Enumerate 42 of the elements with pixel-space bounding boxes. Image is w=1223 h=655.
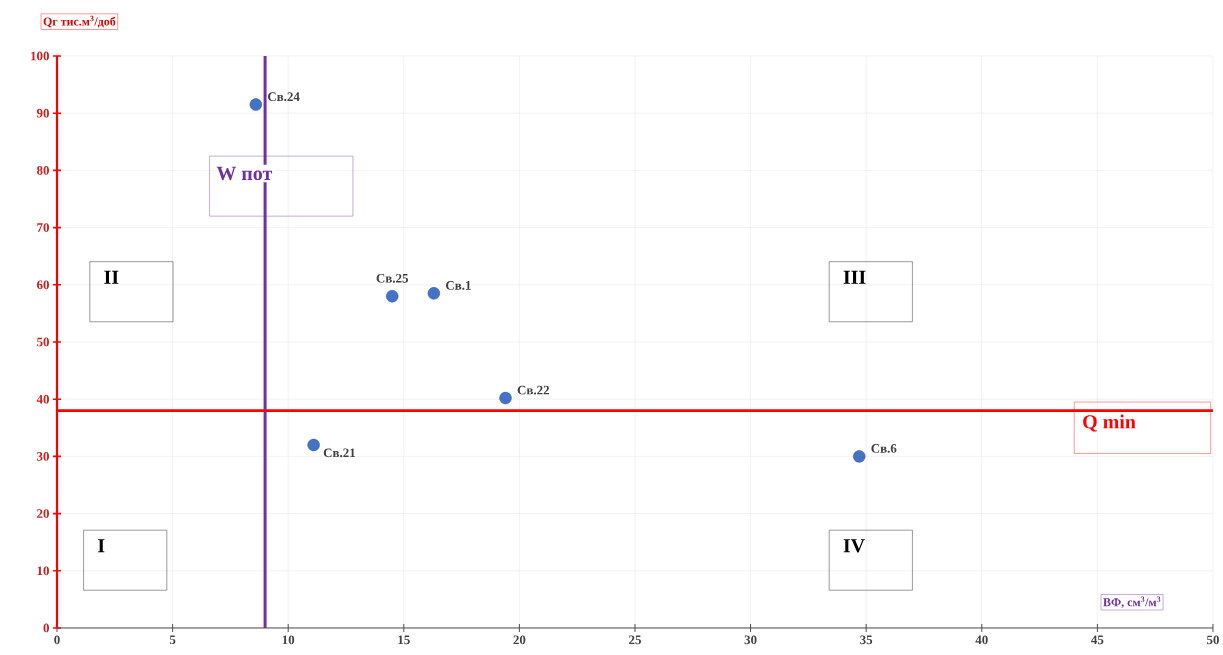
annotation: III bbox=[843, 270, 866, 284]
y-tick-label: 60 bbox=[36, 280, 49, 290]
x-tick-label: 10 bbox=[282, 635, 295, 645]
y-tick-label: 50 bbox=[37, 337, 49, 347]
x-tick-label: 40 bbox=[975, 635, 988, 645]
x-axis-title: ВФ, см$^{3}$/м$^{3}$ bbox=[1103, 596, 1161, 608]
y-tick-label: 20 bbox=[37, 509, 49, 518]
point bbox=[249, 98, 263, 111]
ref-line-label: W пот bbox=[216, 166, 273, 181]
point bbox=[853, 450, 866, 463]
x-tick-label: 0 bbox=[54, 635, 60, 645]
annotation: II bbox=[104, 270, 119, 284]
y-tick-label: 10 bbox=[37, 566, 49, 576]
annotation: Св.24 bbox=[267, 92, 300, 102]
x-tick-label: 35 bbox=[860, 635, 873, 645]
y-tick-label: 90 bbox=[36, 108, 49, 118]
y-tick-label: 100 bbox=[31, 51, 49, 61]
ref-line-label: Q min bbox=[1083, 414, 1136, 432]
x-tick-label: 45 bbox=[1091, 635, 1104, 645]
annotation: Св.22 bbox=[517, 385, 550, 395]
annotation: IV bbox=[843, 539, 865, 553]
x-tick-label: 15 bbox=[398, 635, 410, 645]
x-tick-label: 50 bbox=[1207, 635, 1219, 645]
x-tick-label: 30 bbox=[744, 635, 757, 645]
y-tick-label: 0 bbox=[43, 623, 49, 633]
annotation: Св.25 bbox=[376, 273, 409, 283]
y-tick-label: 40 bbox=[36, 394, 49, 404]
y-tick-label: 80 bbox=[36, 166, 49, 175]
point bbox=[427, 287, 441, 300]
annotation: Св.21 bbox=[323, 448, 356, 458]
point bbox=[386, 290, 399, 303]
point bbox=[499, 391, 512, 405]
annotation: Св.1 bbox=[445, 281, 471, 290]
point bbox=[307, 438, 320, 452]
x-tick-label: 20 bbox=[513, 635, 526, 645]
annotation: Св.6 bbox=[871, 444, 897, 453]
x-tick-label: 5 bbox=[169, 635, 176, 645]
y-axis-title: Qг тис.м$^{3}$/доб bbox=[43, 15, 116, 28]
y-tick-label: 30 bbox=[37, 452, 49, 461]
annotation: I bbox=[98, 539, 105, 553]
y-tick-label: 70 bbox=[37, 223, 49, 232]
x-tick-label: 25 bbox=[629, 635, 641, 645]
